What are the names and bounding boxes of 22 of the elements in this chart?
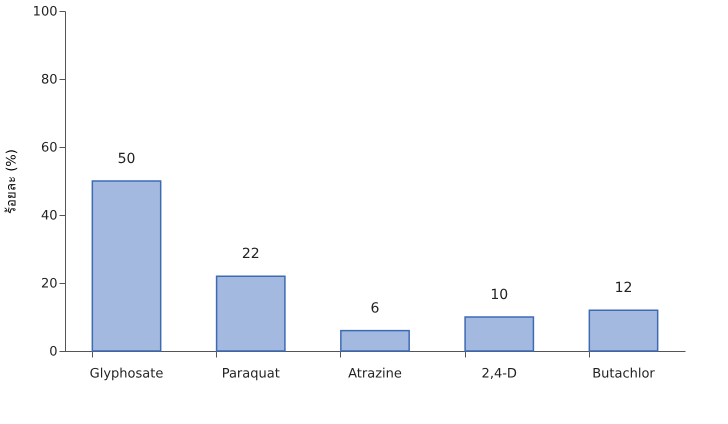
y-tick-label: 40 (40, 208, 58, 224)
data-label: 6 (370, 300, 380, 317)
bar (216, 275, 286, 352)
y-tick-label: 20 (40, 276, 58, 292)
bar (340, 330, 410, 352)
bar (464, 316, 534, 352)
x-tick-label: 2,4-D (482, 366, 517, 382)
x-tick-label: Butachlor (592, 366, 656, 382)
data-label: 50 (118, 151, 136, 167)
x-tick-label: Glyphosate (90, 366, 164, 382)
x-tick-label: Paraquat (222, 366, 280, 382)
data-label: 12 (614, 280, 632, 296)
y-tick-label: 0 (49, 344, 58, 360)
y-tick-label: 60 (40, 140, 58, 156)
y-axis-title: ร้อยละ (%) (4, 149, 20, 214)
data-label: 22 (242, 246, 260, 262)
bar (588, 309, 658, 352)
bar (92, 180, 162, 352)
y-tick-label: 80 (40, 72, 58, 88)
x-tick-label: Atrazine (348, 366, 402, 382)
y-tick-label: 100 (32, 4, 58, 20)
data-label: 10 (490, 287, 508, 303)
